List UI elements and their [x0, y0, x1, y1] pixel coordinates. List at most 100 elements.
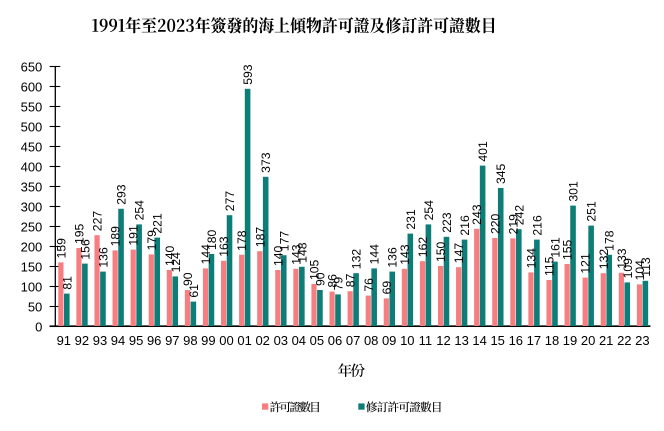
- svg-text:251: 251: [585, 201, 599, 222]
- svg-text:178: 178: [235, 230, 249, 251]
- svg-text:99: 99: [201, 333, 215, 348]
- svg-text:98: 98: [183, 333, 197, 348]
- svg-text:04: 04: [292, 333, 306, 348]
- svg-text:254: 254: [422, 200, 436, 221]
- svg-text:162: 162: [416, 237, 430, 258]
- svg-text:14: 14: [472, 333, 486, 348]
- svg-text:195: 195: [73, 223, 87, 244]
- svg-text:163: 163: [217, 236, 231, 257]
- svg-text:221: 221: [151, 213, 165, 234]
- svg-text:345: 345: [494, 163, 508, 184]
- svg-text:220: 220: [488, 213, 502, 234]
- svg-text:93: 93: [93, 333, 107, 348]
- svg-text:144: 144: [199, 244, 213, 265]
- svg-text:140: 140: [271, 245, 285, 266]
- svg-text:06: 06: [328, 333, 342, 348]
- svg-text:08: 08: [364, 333, 378, 348]
- svg-text:50: 50: [28, 300, 42, 315]
- svg-text:243: 243: [470, 204, 484, 225]
- svg-text:650: 650: [21, 60, 43, 75]
- svg-text:90: 90: [313, 272, 327, 286]
- svg-text:16: 16: [509, 333, 523, 348]
- svg-text:216: 216: [530, 215, 544, 236]
- svg-text:134: 134: [525, 248, 539, 269]
- svg-text:132: 132: [350, 249, 364, 270]
- svg-text:86: 86: [326, 274, 340, 288]
- svg-text:144: 144: [368, 244, 382, 265]
- svg-text:23: 23: [635, 333, 649, 348]
- svg-text:21: 21: [599, 333, 613, 348]
- svg-text:401: 401: [476, 141, 490, 162]
- svg-text:191: 191: [127, 225, 141, 246]
- svg-text:200: 200: [21, 240, 43, 255]
- svg-text:223: 223: [440, 212, 454, 233]
- svg-text:96: 96: [147, 333, 161, 348]
- svg-text:143: 143: [289, 244, 303, 265]
- svg-text:216: 216: [458, 215, 472, 236]
- svg-text:350: 350: [21, 180, 43, 195]
- svg-text:90: 90: [181, 272, 195, 286]
- svg-text:00: 00: [219, 333, 233, 348]
- svg-text:231: 231: [404, 209, 418, 230]
- svg-text:81: 81: [60, 276, 74, 290]
- svg-text:136: 136: [97, 247, 111, 268]
- svg-text:250: 250: [21, 220, 43, 235]
- svg-text:148: 148: [295, 242, 309, 263]
- svg-text:09: 09: [382, 333, 396, 348]
- svg-text:109: 109: [621, 258, 635, 279]
- svg-text:17: 17: [527, 333, 541, 348]
- svg-text:22: 22: [617, 333, 631, 348]
- svg-text:150: 150: [434, 241, 448, 262]
- svg-text:95: 95: [129, 333, 143, 348]
- svg-text:147: 147: [452, 243, 466, 264]
- svg-text:121: 121: [579, 253, 593, 274]
- svg-text:187: 187: [253, 227, 267, 248]
- svg-text:277: 277: [223, 191, 237, 212]
- svg-text:293: 293: [115, 184, 129, 205]
- svg-text:227: 227: [91, 211, 105, 232]
- svg-text:132: 132: [597, 249, 611, 270]
- svg-text:400: 400: [21, 160, 43, 175]
- svg-text:20: 20: [581, 333, 595, 348]
- svg-text:300: 300: [21, 200, 43, 215]
- svg-text:02: 02: [255, 333, 269, 348]
- svg-text:61: 61: [187, 284, 201, 298]
- svg-text:159: 159: [54, 238, 68, 259]
- svg-text:593: 593: [241, 64, 255, 85]
- svg-text:104: 104: [633, 260, 647, 281]
- svg-text:124: 124: [169, 252, 183, 273]
- svg-text:136: 136: [386, 247, 400, 268]
- svg-text:05: 05: [310, 333, 324, 348]
- svg-text:301: 301: [567, 181, 581, 202]
- svg-text:13: 13: [454, 333, 468, 348]
- svg-text:115: 115: [543, 256, 557, 276]
- svg-text:19: 19: [563, 333, 577, 348]
- svg-text:179: 179: [145, 230, 159, 251]
- svg-text:12: 12: [436, 333, 450, 348]
- svg-text:189: 189: [109, 226, 123, 247]
- svg-text:500: 500: [21, 120, 43, 135]
- svg-text:07: 07: [346, 333, 360, 348]
- svg-text:91: 91: [57, 333, 71, 348]
- svg-text:10: 10: [400, 333, 414, 348]
- svg-text:76: 76: [362, 278, 376, 292]
- svg-text:373: 373: [259, 152, 273, 173]
- svg-text:69: 69: [380, 281, 394, 295]
- svg-text:140: 140: [163, 245, 177, 266]
- svg-text:113: 113: [639, 257, 653, 277]
- svg-text:94: 94: [111, 333, 125, 348]
- svg-text:15: 15: [490, 333, 504, 348]
- svg-text:242: 242: [512, 205, 526, 226]
- svg-text:177: 177: [277, 231, 291, 252]
- svg-text:100: 100: [21, 280, 43, 295]
- svg-text:105: 105: [308, 259, 322, 280]
- svg-text:87: 87: [344, 273, 358, 287]
- svg-text:133: 133: [615, 248, 629, 269]
- svg-text:92: 92: [75, 333, 89, 348]
- svg-text:143: 143: [398, 244, 412, 265]
- svg-text:97: 97: [165, 333, 179, 348]
- svg-text:178: 178: [603, 230, 617, 251]
- svg-text:79: 79: [332, 277, 346, 291]
- svg-text:600: 600: [21, 80, 43, 95]
- svg-text:161: 161: [549, 237, 563, 258]
